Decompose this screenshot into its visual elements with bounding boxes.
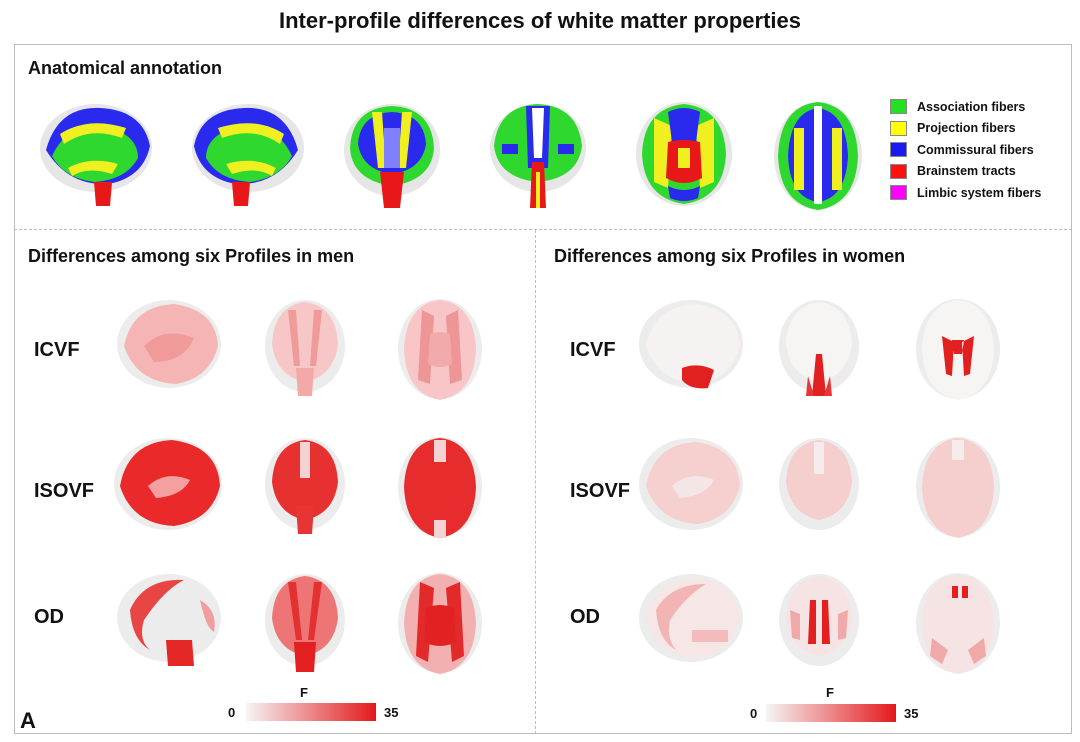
annotation-brain-left-lateral <box>40 104 152 206</box>
men-isovf-coronal <box>265 438 345 534</box>
tract-legend: Association fibers Projection fibers Com… <box>890 96 1041 204</box>
legend-label: Projection fibers <box>917 121 1016 136</box>
legend-label: Commissural fibers <box>917 142 1034 157</box>
men-isovf-axial <box>398 437 482 538</box>
women-row-label-od: OD <box>570 606 600 628</box>
figure-title: Inter-profile differences of white matte… <box>279 8 801 33</box>
women-isovf-axial <box>916 437 1000 538</box>
women-panel-title: Differences among six Profiles in women <box>554 246 906 266</box>
men-od-axial <box>398 573 482 674</box>
men-colorbar-title: F <box>300 685 308 700</box>
legend-item: Brainstem tracts <box>890 161 1041 183</box>
women-icvf-coronal <box>779 300 859 396</box>
women-icvf-sagittal <box>639 300 743 389</box>
men-od-coronal <box>265 574 345 672</box>
annotation-brain-right-lateral <box>192 104 304 206</box>
association-swatch <box>890 99 907 115</box>
women-colorbar <box>766 704 896 722</box>
women-od-coronal <box>779 574 859 666</box>
commissural-swatch <box>890 142 907 158</box>
projection-swatch <box>890 120 907 136</box>
legend-label: Association fibers <box>917 99 1026 114</box>
women-od-sagittal <box>639 574 743 662</box>
women-colorbar-max: 35 <box>904 706 919 721</box>
men-isovf-sagittal <box>114 438 222 530</box>
men-row-label-isovf: ISOVF <box>34 480 95 502</box>
annotation-brain-axial-inferior <box>636 102 732 206</box>
annotation-brain-coronal <box>344 104 440 208</box>
women-colorbar-min: 0 <box>750 706 758 721</box>
women-row-label-isovf: ISOVF <box>570 480 631 502</box>
men-icvf-axial <box>398 299 482 400</box>
women-icvf-axial <box>916 299 1000 400</box>
women-row-label-icvf: ICVF <box>570 339 616 361</box>
men-colorbar <box>246 703 376 721</box>
annotation-brain-axial-superior <box>774 102 862 210</box>
men-row-label-icvf: ICVF <box>34 339 80 361</box>
legend-item: Limbic system fibers <box>890 182 1041 204</box>
men-colorbar-max: 35 <box>384 705 399 720</box>
women-panel <box>536 230 1072 734</box>
men-row-label-od: OD <box>34 606 64 628</box>
anatomical-annotation-panel <box>14 44 1072 230</box>
women-od-axial <box>916 573 1000 674</box>
brainstem-swatch <box>890 163 907 179</box>
women-colorbar-title: F <box>826 685 834 700</box>
legend-label: Brainstem tracts <box>917 164 1016 179</box>
women-isovf-sagittal <box>639 438 743 530</box>
men-panel-title: Differences among six Profiles in men <box>28 246 355 266</box>
men-icvf-coronal <box>265 300 345 396</box>
legend-item: Association fibers <box>890 96 1041 118</box>
limbic-swatch <box>890 185 907 201</box>
men-panel <box>14 230 536 734</box>
panel-letter: A <box>20 708 36 733</box>
women-isovf-coronal <box>779 438 859 530</box>
legend-item: Projection fibers <box>890 118 1041 140</box>
legend-label: Limbic system fibers <box>917 185 1042 200</box>
annotation-brain-coronal-posterior <box>490 104 586 208</box>
men-icvf-sagittal <box>117 300 221 388</box>
men-colorbar-min: 0 <box>228 705 236 720</box>
annotation-title: Anatomical annotation <box>28 58 223 78</box>
legend-item: Commissural fibers <box>890 139 1041 161</box>
men-od-sagittal <box>117 574 221 666</box>
